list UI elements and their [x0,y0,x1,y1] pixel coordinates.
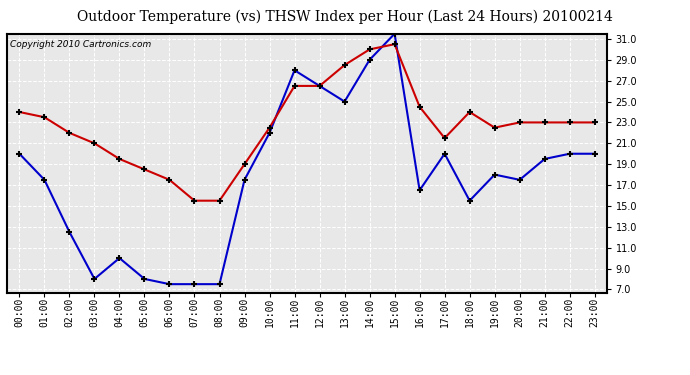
Text: Outdoor Temperature (vs) THSW Index per Hour (Last 24 Hours) 20100214: Outdoor Temperature (vs) THSW Index per … [77,9,613,24]
Text: Copyright 2010 Cartronics.com: Copyright 2010 Cartronics.com [10,40,151,49]
